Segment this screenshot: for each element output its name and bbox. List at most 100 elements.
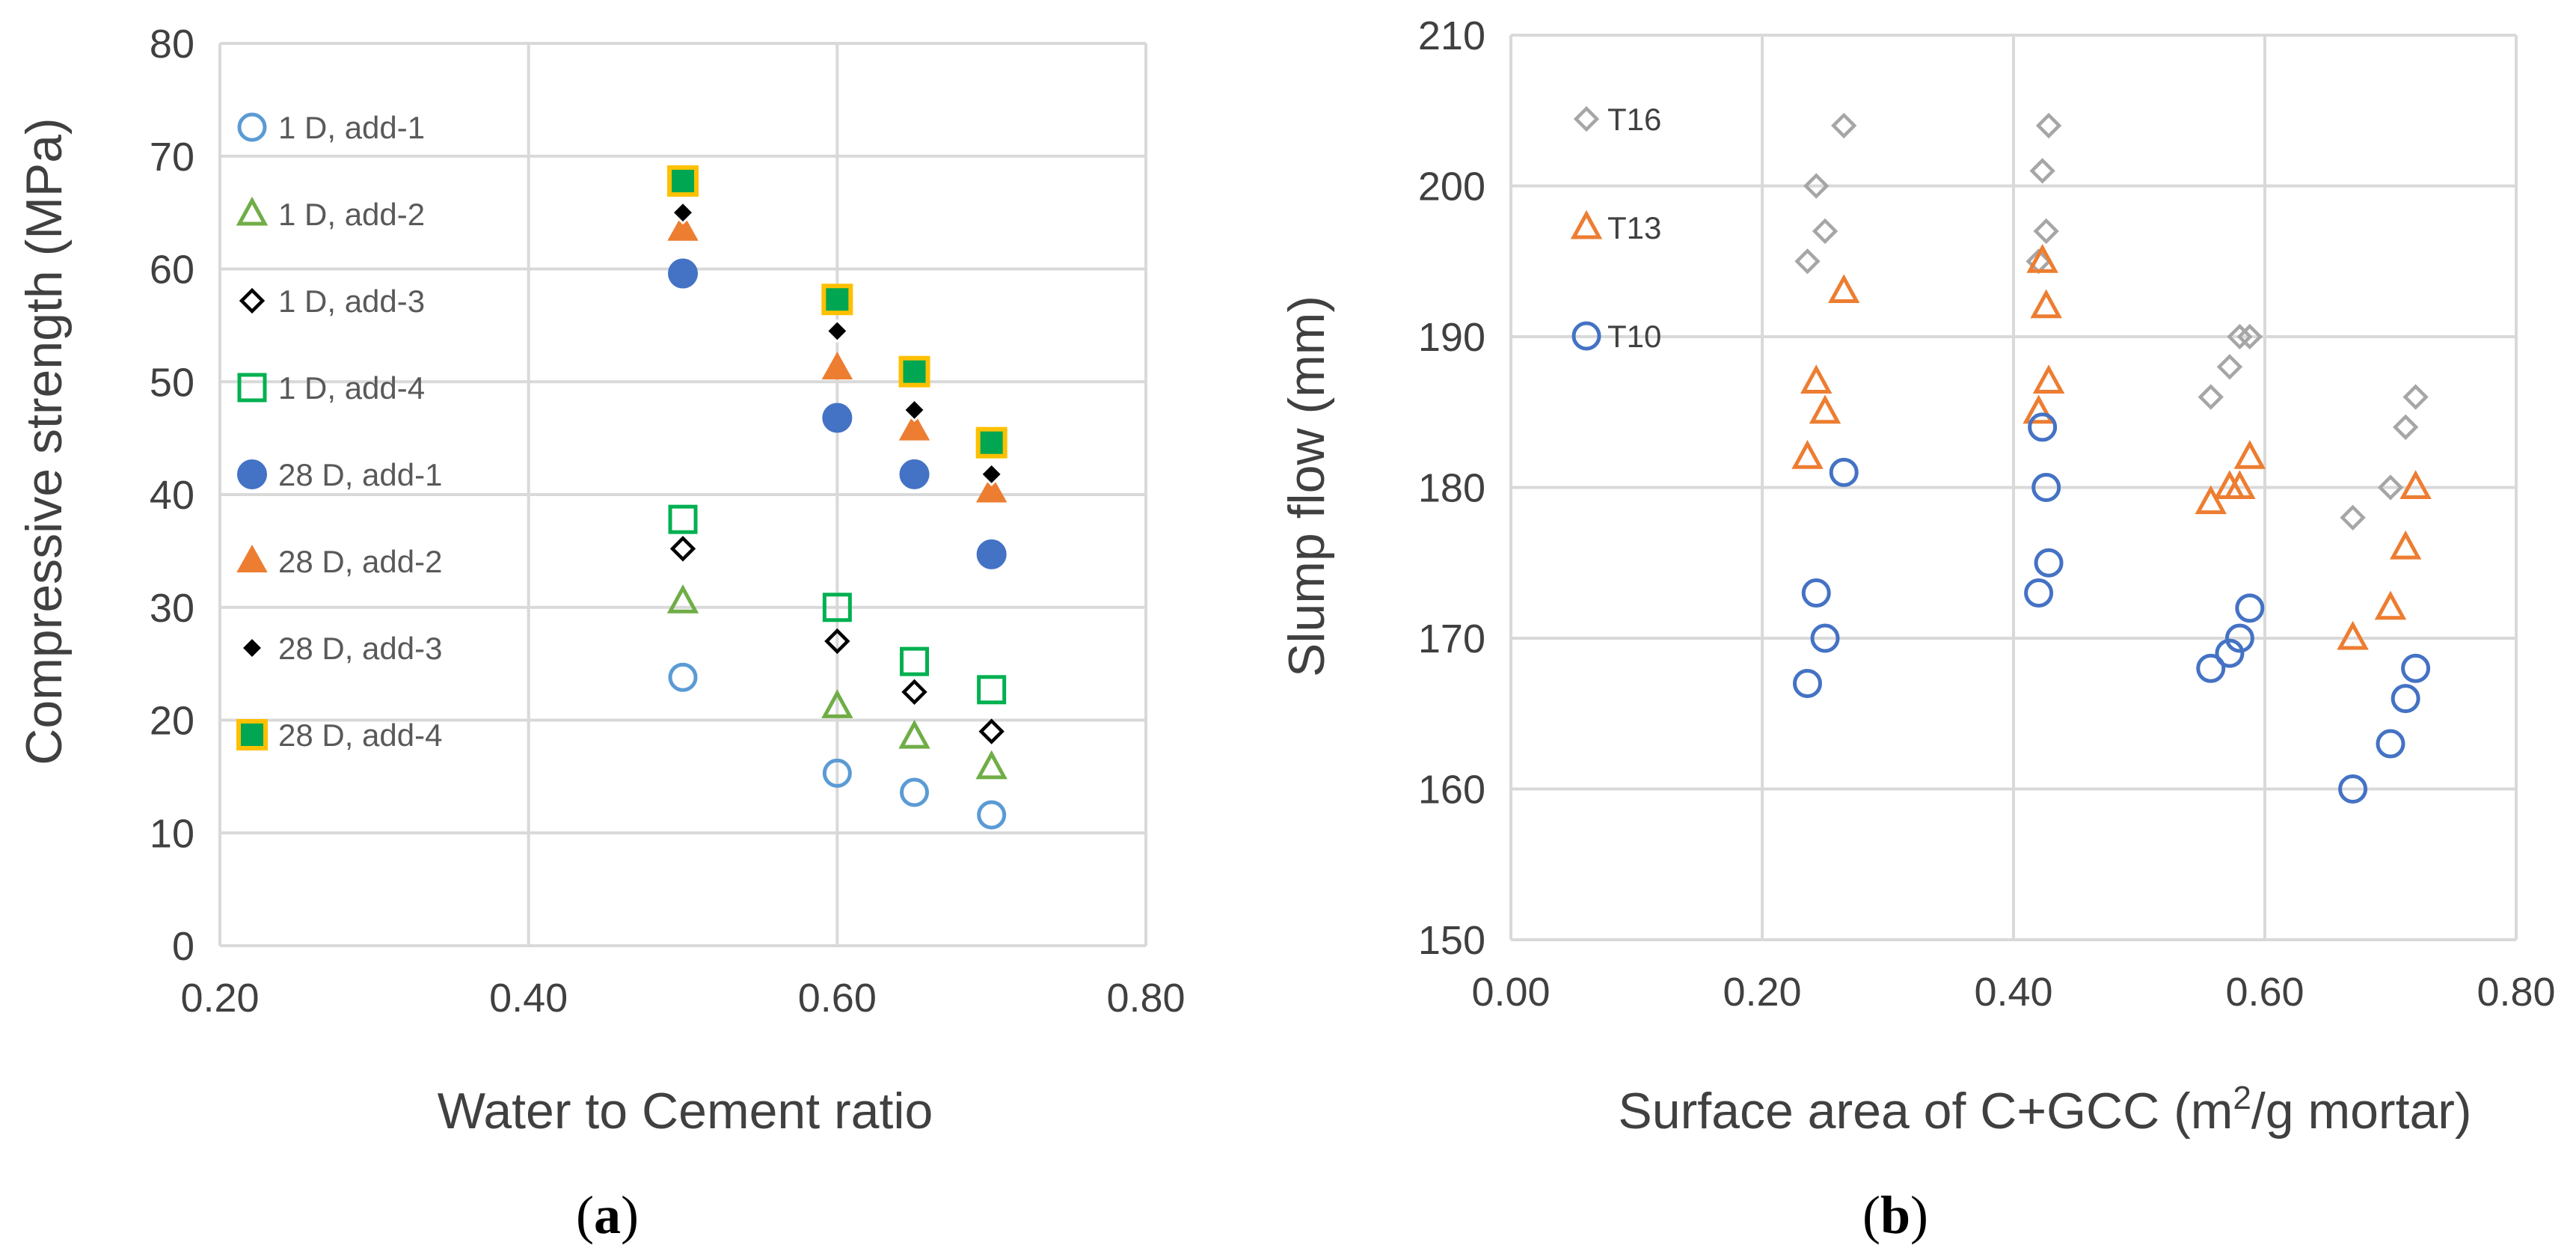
chart-a-point — [667, 212, 699, 241]
chart-a-series-7 — [670, 201, 1004, 486]
chart-b-point — [2401, 653, 2431, 683]
chart-a-legend-entry: 1 D, add-3 — [239, 284, 425, 319]
chart-b-point — [2196, 653, 2226, 683]
chart-a-legend-label: 28 D, add-2 — [278, 544, 442, 579]
chart-b-series-3 — [1792, 412, 2431, 804]
chart-b-point — [1827, 274, 1860, 304]
chart-a-point — [824, 628, 850, 655]
chart-b-legend-entry: T10 — [1571, 319, 1661, 354]
chart-b-point — [2236, 323, 2263, 350]
chart-b-legend-label: T16 — [1607, 102, 1661, 137]
chart-a-point — [978, 718, 1005, 744]
chart-a-legend-entry: 28 D, add-2 — [236, 544, 442, 579]
chart-b-panel-letter: b — [1880, 1185, 1910, 1245]
chart-a-legend-marker — [239, 287, 266, 314]
chart-a-point — [669, 536, 696, 562]
chart-a-series-3 — [669, 536, 1005, 744]
chart-a-panel-label: (a) — [576, 1185, 639, 1245]
chart-a-point — [821, 352, 853, 380]
chart-b-point — [1801, 578, 1831, 608]
chart-b-panel-label: (b) — [1862, 1185, 1928, 1245]
chart-a-x-tick-labels: 0.20 0.40 0.60 0.80 — [180, 976, 1185, 1021]
chart-b-point — [2402, 384, 2429, 410]
chart-a-panel-letter: a — [594, 1185, 621, 1245]
chart-a-data-points — [666, 165, 1008, 830]
chart-a-legend-marker — [236, 719, 268, 750]
chart-a-point — [821, 284, 853, 316]
chart-b-point — [2035, 112, 2062, 139]
chart-a-legend-label: 28 D, add-1 — [278, 457, 442, 492]
chart-b-legend: T16 T13 T10 — [1570, 102, 1661, 354]
chart-b-point — [2235, 593, 2265, 623]
chart-a-point — [898, 719, 930, 749]
chart-b-y-axis-title: Slump flow (mm) — [1278, 296, 1335, 677]
chart-b-point — [1800, 364, 1833, 394]
chart-a-series-2 — [666, 584, 1008, 780]
chart-a-point — [977, 800, 1007, 830]
chart-a-y-axis-title: Compressive strength (MPa) — [16, 117, 73, 765]
chart-a-y-tick-labels: 0 10 20 30 40 50 60 70 80 — [150, 22, 194, 969]
chart-b-legend-marker — [1571, 321, 1601, 351]
chart-a-y-tick-label: 30 — [150, 586, 194, 631]
chart-a-legend-entry: 28 D, add-3 — [239, 631, 442, 666]
chart-b-point — [1809, 394, 1841, 424]
chart-b-x-tick-label: 0.20 — [1723, 970, 1801, 1015]
chart-b-point — [2233, 440, 2266, 469]
chart-a-x-tick-label: 0.40 — [489, 976, 568, 1021]
chart-a-point — [902, 397, 927, 423]
chart-b-point — [2026, 244, 2058, 273]
chart-a-legend-entry: 1 D, add-4 — [237, 370, 425, 406]
chart-b-gridlines — [1509, 34, 2518, 941]
chart-a-legend-entry: 1 D, add-2 — [236, 196, 425, 232]
chart-a-point — [898, 355, 930, 388]
chart-a-point — [668, 258, 698, 289]
chart-b-y-tick-label: 190 — [1418, 315, 1485, 360]
chart-b-point — [2340, 504, 2366, 530]
chart-b-point — [2034, 548, 2064, 578]
chart-a-series-8 — [667, 165, 1008, 459]
chart-a-legend-entry: 28 D, add-4 — [236, 718, 442, 753]
chart-a-point — [977, 675, 1007, 705]
chart-a-point — [666, 584, 699, 614]
chart-a-x-tick-label: 0.20 — [180, 976, 259, 1021]
chart-a-y-tick-label: 50 — [150, 360, 194, 405]
chart-a-point — [976, 539, 1007, 569]
chart-a-legend-entry: 28 D, add-1 — [237, 457, 442, 492]
chart-a-point — [670, 201, 696, 225]
chart-b-y-tick-label: 160 — [1418, 768, 1485, 813]
chart-b-y-tick-label: 180 — [1418, 466, 1485, 511]
chart-a-y-tick-label: 20 — [150, 699, 194, 744]
chart-a-legend-marker — [239, 635, 265, 661]
chart-a-point — [822, 403, 853, 433]
chart-a-point — [668, 504, 698, 534]
chart-b-point — [2029, 158, 2055, 184]
chart-b-point — [1791, 440, 1824, 469]
chart-b-point — [2399, 470, 2432, 499]
chart-b-point — [2392, 414, 2419, 441]
chart-a-y-tick-label: 40 — [150, 473, 194, 518]
chart-b-point — [2216, 354, 2243, 380]
chart-b-series-2 — [1791, 244, 2432, 650]
chart-b-series-1 — [1794, 112, 2429, 530]
chart-a-legend-marker — [236, 196, 269, 226]
chart-a-legend-marker — [236, 544, 268, 572]
chart-b-point — [1831, 112, 1857, 139]
chart-b-point — [1812, 218, 1839, 245]
chart-a-point — [668, 662, 698, 692]
chart-b-point — [2224, 623, 2254, 653]
chart-b-point — [1792, 668, 1822, 698]
chart-b-point — [2023, 394, 2055, 424]
chart-b-point — [1803, 173, 1830, 199]
chart-b-x-tick-labels: 0.00 0.20 0.40 0.60 0.80 — [1471, 970, 2555, 1015]
chart-b-x-tick-label: 0.60 — [2225, 970, 2304, 1015]
chart-b-y-tick-labels: 150 160 170 180 190 200 210 — [1418, 13, 1485, 963]
chart-b-point — [2031, 473, 2061, 502]
chart-b-y-tick-label: 200 — [1418, 165, 1485, 209]
chart-b-data-points — [1791, 112, 2432, 804]
chart-a-y-tick-label: 80 — [150, 22, 194, 67]
chart-b-point — [2376, 729, 2405, 759]
chart-b-legend-marker — [1573, 105, 1600, 132]
chart-a-legend-label: 28 D, add-3 — [278, 631, 442, 666]
